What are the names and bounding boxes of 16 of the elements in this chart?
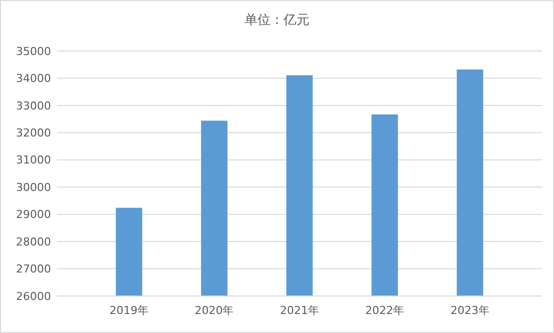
x-tick-label: 2019年	[110, 304, 149, 317]
y-tick-label: 29000	[16, 208, 51, 222]
chart-title: 单位：亿元	[244, 13, 310, 28]
y-tick-label: 31000	[16, 154, 51, 167]
y-tick-label: 32000	[16, 126, 51, 140]
x-tick-label: 2022年	[365, 304, 404, 317]
y-tick-label: 28000	[16, 235, 51, 248]
x-tick-label: 2020年	[194, 304, 234, 317]
y-tick-label: 30000	[16, 180, 51, 194]
y-tick-label: 33000	[16, 99, 51, 112]
x-tick-label: 2021年	[280, 304, 319, 317]
y-tick-label: 26000	[16, 290, 51, 303]
y-tick-label: 35000	[16, 44, 51, 58]
y-tick-label: 27000	[16, 262, 51, 276]
y-tick-label: 34000	[16, 72, 51, 86]
x-tick-label: 2023年	[450, 304, 490, 317]
